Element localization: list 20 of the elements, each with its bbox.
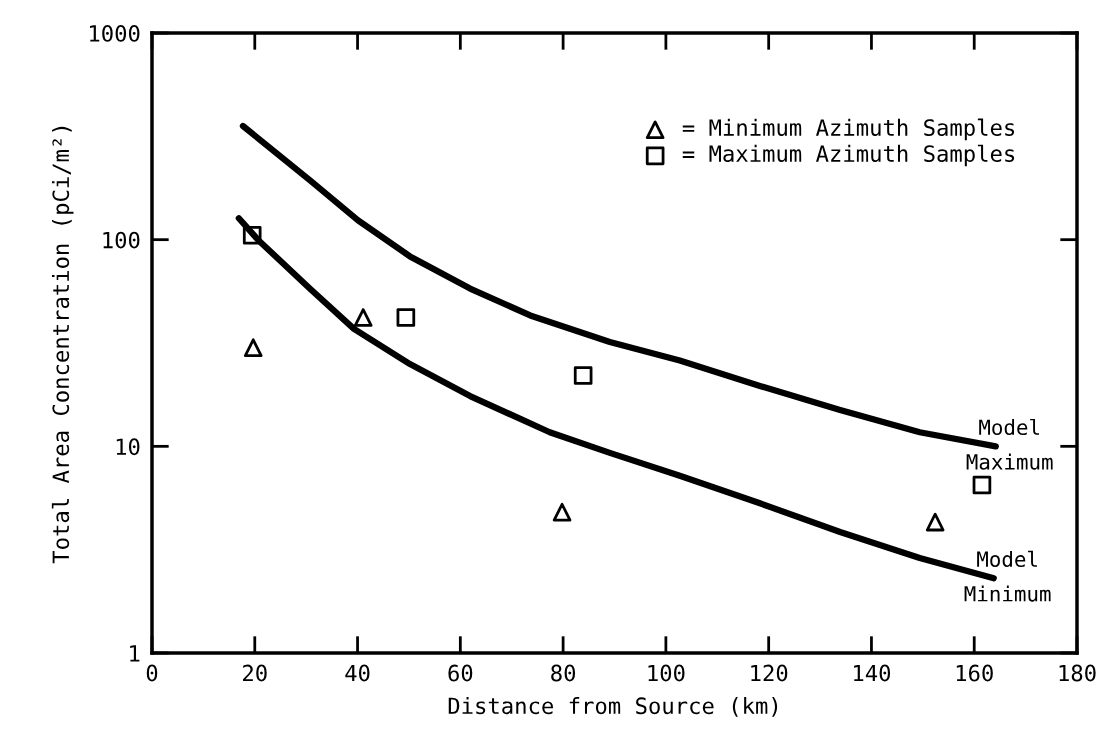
x-tick-label: 40 <box>345 664 370 682</box>
x-tick-label: 80 <box>551 664 576 682</box>
series-label: Model Minimum <box>964 550 1051 602</box>
legend-label: = Minimum Azimuth Samples <box>682 118 1015 141</box>
x-tick-label: 100 <box>648 664 685 682</box>
y-axis-title: Total Area Concentration (pCi/m²) <box>51 126 74 564</box>
y-tick-label: 100 <box>103 231 140 249</box>
y-tick-label: 10 <box>116 438 140 456</box>
x-tick-label: 160 <box>956 664 993 682</box>
series-label: Model Maximum <box>966 418 1053 470</box>
x-tick-label: 60 <box>448 664 473 682</box>
x-tick-label: 140 <box>854 664 891 682</box>
x-tick-label: 180 <box>1059 664 1096 682</box>
legend-label: = Maximum Azimuth Samples <box>682 144 1015 167</box>
y-tick-label: 1 <box>130 645 140 662</box>
y-tick-label: 1000 <box>90 25 140 42</box>
x-tick-label: 120 <box>751 664 788 682</box>
x-tick-label: 20 <box>243 664 267 682</box>
x-axis-title: Distance from Source (km) <box>448 696 778 717</box>
x-tick-label: 0 <box>146 664 158 682</box>
